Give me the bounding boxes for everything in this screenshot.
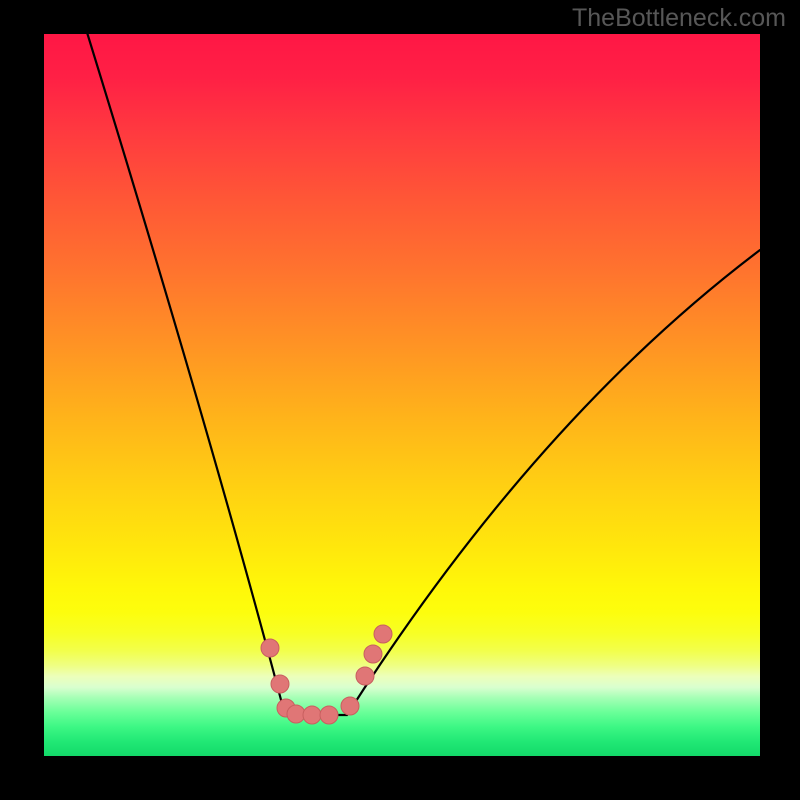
curve-marker xyxy=(261,639,279,657)
curve-marker xyxy=(364,645,382,663)
watermark-text: TheBottleneck.com xyxy=(572,4,786,33)
chart-stage: TheBottleneck.com xyxy=(0,0,800,800)
curve-marker xyxy=(320,706,338,724)
chart-gradient-bg xyxy=(44,34,760,756)
curve-marker xyxy=(374,625,392,643)
bottleneck-chart xyxy=(0,0,800,800)
curve-marker xyxy=(287,705,305,723)
curve-marker xyxy=(303,706,321,724)
curve-marker xyxy=(341,697,359,715)
curve-marker xyxy=(356,667,374,685)
curve-marker xyxy=(271,675,289,693)
